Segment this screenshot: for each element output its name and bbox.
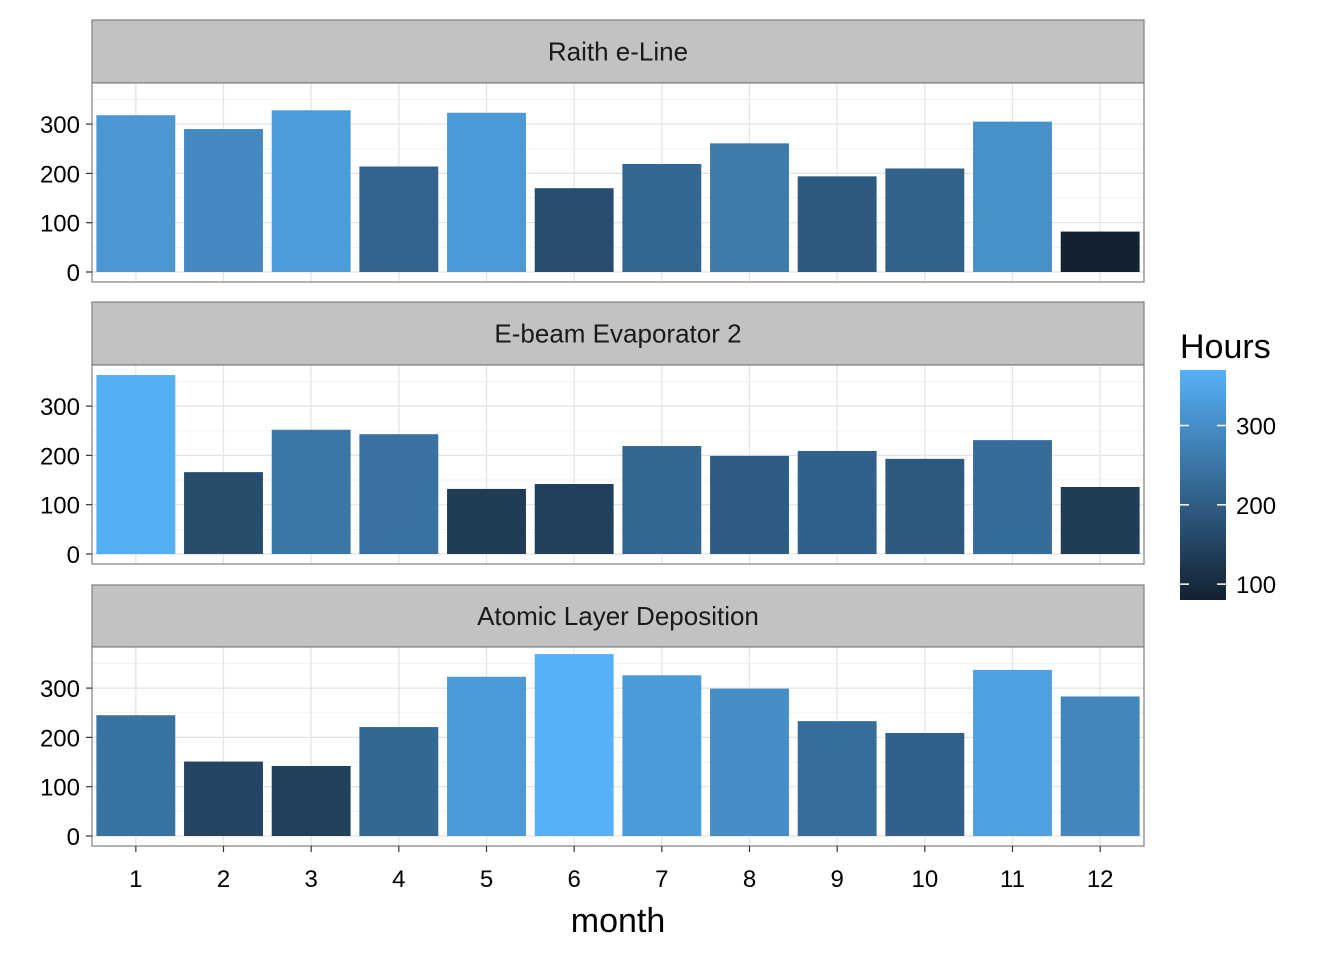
y-tick-label: 300: [40, 112, 80, 139]
x-tick-label: 8: [743, 866, 756, 893]
bar: [271, 429, 351, 554]
bar: [534, 483, 614, 554]
y-tick-label: 200: [40, 443, 80, 470]
panel-border: [91, 646, 1145, 847]
facet-panel: Raith e-Line 0 100 200 300: [40, 19, 1145, 287]
bar: [973, 121, 1052, 272]
facet-strip: [91, 584, 1145, 648]
bar: [447, 112, 526, 272]
panel-background: [92, 365, 1144, 564]
legend-title: Hours: [1180, 328, 1271, 366]
y-tick-label: 0: [67, 824, 80, 851]
y-tick-label: 300: [40, 394, 80, 421]
legend-tick-label: 100: [1236, 572, 1276, 599]
bar: [359, 434, 439, 554]
bar: [973, 440, 1052, 554]
bar: [271, 765, 351, 836]
x-axis-title: month: [571, 902, 666, 940]
facet-strip-label: Atomic Layer Deposition: [477, 601, 759, 631]
legend-tick-label: 300: [1236, 414, 1276, 441]
bar: [184, 761, 263, 836]
legend-colorbar: [1180, 370, 1226, 600]
x-tick-label: 7: [655, 866, 668, 893]
bar: [710, 455, 789, 554]
bar: [184, 129, 263, 272]
bar: [973, 669, 1052, 836]
x-tick-label: 11: [1000, 866, 1025, 893]
bar: [271, 110, 351, 273]
bar: [96, 375, 176, 554]
bar: [710, 688, 789, 836]
y-tick-label: 100: [40, 493, 80, 520]
bar: [797, 721, 877, 836]
bar: [797, 176, 877, 272]
bar: [447, 676, 526, 836]
panel-border: [91, 82, 1145, 283]
y-tick-label: 0: [67, 260, 80, 287]
legend-tick-label: 200: [1236, 493, 1276, 520]
x-tick-label: 6: [567, 866, 580, 893]
y-tick-label: 100: [40, 775, 80, 802]
bar: [1060, 486, 1140, 554]
bar: [96, 715, 176, 836]
bar: [885, 458, 965, 554]
x-tick-label: 2: [217, 866, 230, 893]
y-tick-label: 200: [40, 725, 80, 752]
x-tick-label: 3: [304, 866, 317, 893]
bar: [447, 488, 526, 554]
bar: [1060, 231, 1140, 272]
x-tick-label: 4: [392, 866, 405, 893]
panel-border: [91, 364, 1145, 565]
x-tick-label: 5: [480, 866, 493, 893]
bar: [797, 450, 877, 554]
y-tick-label: 0: [67, 542, 80, 569]
facet-panel: Atomic Layer Deposition 0 100 200 300: [40, 584, 1145, 851]
y-tick-label: 200: [40, 161, 80, 188]
y-tick-label: 100: [40, 211, 80, 238]
y-tick-label: 300: [40, 676, 80, 703]
bar: [96, 115, 176, 272]
bar: [534, 654, 614, 836]
bar: [184, 472, 263, 554]
x-tick-label: 9: [830, 866, 843, 893]
panel-background: [92, 83, 1144, 282]
bar: [885, 732, 965, 836]
bar: [622, 446, 702, 554]
panel-background: [92, 647, 1144, 846]
facet-strip: [91, 301, 1145, 366]
bar: [359, 166, 439, 272]
bar: [622, 675, 702, 836]
bar: [534, 188, 614, 272]
legend: Hours 100 200 300: [1180, 328, 1276, 600]
facet-strip-label: E-beam Evaporator 2: [494, 319, 741, 349]
bar: [622, 164, 702, 272]
x-tick-label: 12: [1087, 866, 1114, 893]
facet-strip: [91, 19, 1145, 84]
facet-strip-label: Raith e-Line: [548, 37, 688, 67]
bar: [885, 168, 965, 272]
x-axis: 1 2 3 4 5 6 7 8 9 10 11 12: [129, 846, 1114, 893]
bar: [710, 143, 789, 272]
facet-panel: E-beam Evaporator 2 0 100 200 300: [40, 301, 1145, 569]
x-tick-label: 1: [129, 866, 142, 893]
x-tick-label: 10: [911, 866, 938, 893]
bar: [359, 727, 439, 836]
bar: [1060, 696, 1140, 836]
